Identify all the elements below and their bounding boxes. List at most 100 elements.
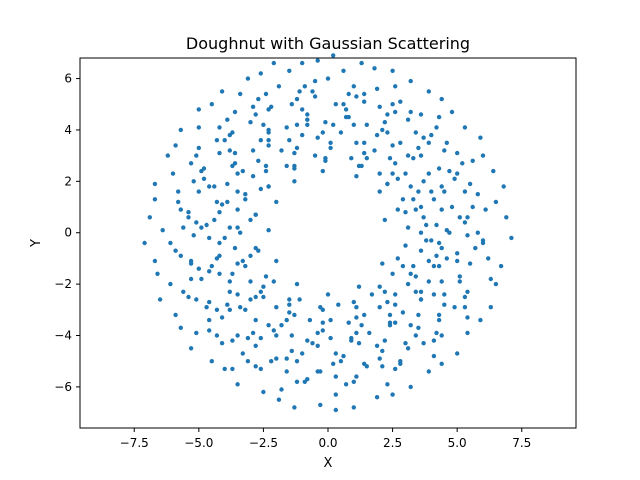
data-point	[227, 289, 232, 294]
data-point	[434, 222, 439, 228]
data-point	[297, 89, 302, 94]
data-point	[343, 107, 349, 112]
data-point	[501, 184, 506, 189]
data-point	[287, 302, 292, 307]
data-point	[346, 91, 351, 97]
data-point	[235, 189, 240, 194]
data-point	[439, 333, 444, 338]
y-axis: −6 −4 −2 0 2 4 6	[54, 72, 80, 394]
data-point	[266, 323, 271, 328]
data-point	[395, 256, 400, 261]
data-point	[258, 366, 263, 372]
data-point	[235, 261, 240, 266]
data-point	[225, 199, 230, 205]
x-tick-label: 0.0	[318, 436, 337, 450]
data-point	[418, 248, 424, 253]
data-point	[201, 176, 207, 181]
data-point	[390, 143, 395, 148]
data-point	[405, 225, 411, 230]
data-point	[362, 312, 367, 318]
data-point	[467, 261, 473, 266]
data-point	[455, 171, 460, 176]
data-point	[232, 109, 238, 115]
data-point	[491, 168, 496, 174]
data-point	[359, 323, 364, 328]
data-point	[431, 338, 437, 343]
data-point	[403, 210, 408, 215]
data-point	[207, 328, 212, 333]
data-point	[351, 405, 356, 410]
data-point	[235, 207, 240, 212]
data-point	[393, 292, 398, 297]
y-tick-label: −2	[54, 277, 72, 291]
data-point	[328, 140, 333, 145]
data-point	[411, 197, 416, 202]
data-point	[217, 210, 222, 215]
data-point	[465, 215, 470, 220]
data-point	[395, 207, 400, 212]
data-point	[434, 253, 439, 258]
data-point	[227, 148, 232, 153]
data-point	[263, 163, 269, 169]
data-point	[207, 317, 212, 323]
data-point	[462, 305, 468, 310]
data-point	[323, 120, 328, 125]
data-point	[214, 307, 220, 312]
data-point	[307, 317, 313, 323]
data-point	[498, 263, 504, 269]
data-point	[385, 112, 390, 117]
data-point	[356, 163, 362, 169]
data-point	[186, 210, 191, 215]
data-point	[473, 245, 478, 251]
data-point	[147, 215, 152, 220]
data-point	[155, 271, 160, 276]
data-point	[395, 176, 400, 181]
data-point	[455, 258, 460, 264]
data-point	[385, 382, 390, 387]
data-point	[408, 271, 413, 276]
data-point	[377, 171, 382, 176]
data-point	[374, 86, 380, 92]
data-point	[256, 158, 261, 163]
data-point	[418, 112, 424, 117]
data-point	[196, 145, 201, 151]
data-point	[235, 225, 240, 230]
data-point	[194, 297, 199, 302]
data-point	[235, 382, 240, 387]
data-point	[380, 127, 385, 133]
data-point	[444, 256, 449, 261]
data-point	[403, 243, 408, 248]
data-point	[279, 148, 284, 153]
data-point	[444, 140, 449, 145]
data-point	[235, 171, 240, 176]
data-point	[194, 330, 199, 336]
data-point	[238, 91, 243, 97]
data-point	[341, 102, 346, 107]
data-point	[418, 289, 424, 294]
data-point	[178, 127, 183, 133]
data-point	[191, 233, 196, 238]
data-point	[196, 107, 201, 112]
data-point	[173, 312, 178, 318]
data-point	[235, 333, 240, 338]
data-point	[168, 281, 173, 287]
data-point	[400, 263, 406, 269]
data-point	[188, 276, 194, 282]
data-point	[276, 397, 282, 402]
data-point	[411, 263, 416, 269]
data-point	[194, 153, 199, 158]
data-point	[214, 138, 220, 143]
data-point	[245, 76, 251, 81]
data-point	[382, 120, 387, 125]
data-point	[377, 356, 382, 361]
data-point	[297, 297, 302, 302]
data-point	[204, 222, 209, 228]
data-point	[305, 117, 310, 122]
data-point	[387, 320, 393, 325]
data-point	[416, 325, 421, 330]
data-point	[325, 292, 331, 297]
data-point	[341, 68, 346, 74]
data-point	[152, 258, 158, 264]
y-tick-label: −6	[54, 380, 72, 394]
data-point	[426, 369, 431, 374]
